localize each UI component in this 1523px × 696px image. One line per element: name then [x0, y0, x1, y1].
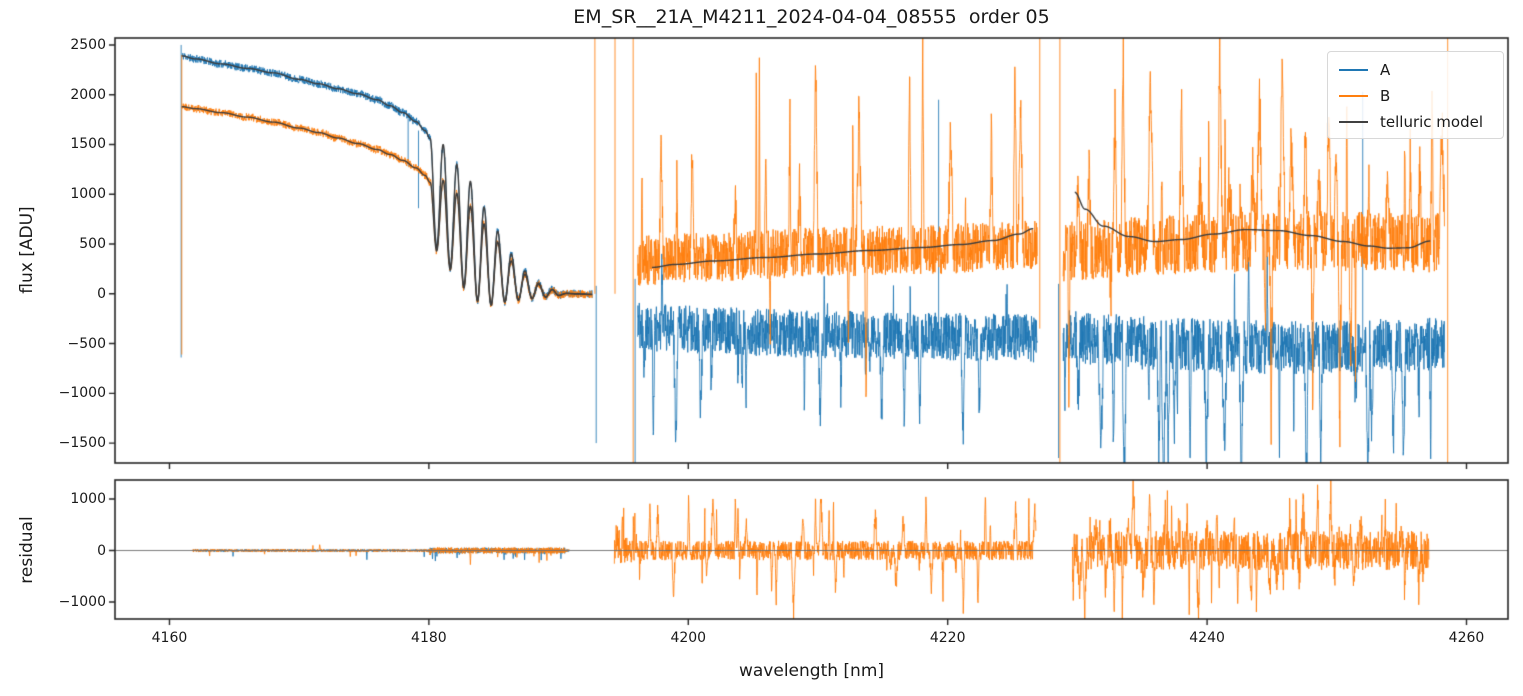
x-axis-label: wavelength [nm]	[738, 661, 885, 681]
y-tick-label: −1500	[58, 435, 106, 452]
x-tick-label: 4260	[1448, 630, 1485, 646]
x-tick-label: 4240	[1189, 630, 1225, 646]
legend-label: B	[1380, 87, 1391, 105]
legend-line-swatch	[1339, 69, 1368, 71]
legend-line-swatch	[1339, 121, 1368, 123]
legend-item-telluric-model: telluric model	[1328, 109, 1503, 135]
y-tick-label: −500	[67, 335, 106, 352]
legend-line-swatch	[1339, 95, 1368, 97]
y-tick-label: 0	[97, 542, 106, 559]
plot-title: EM_SR__21A_M4211_2024-04-04_08555 order …	[573, 6, 1050, 28]
y-tick-label: 2500	[70, 36, 106, 53]
x-tick-label: 4220	[929, 630, 966, 646]
x-tick-label: 4160	[151, 630, 188, 646]
y-tick-label: 1500	[70, 136, 106, 153]
y-tick-label: −1000	[58, 594, 106, 610]
y-tick-label: −1000	[58, 385, 106, 402]
y-tick-label: 0	[97, 285, 106, 302]
legend-item-b: B	[1328, 83, 1503, 109]
y-tick-label: 1000	[70, 186, 106, 203]
legend-label: A	[1380, 61, 1391, 79]
y-tick-label: 2000	[70, 86, 106, 103]
legend-label: telluric model	[1380, 113, 1484, 131]
x-tick-label: 4200	[670, 630, 707, 646]
y-tick-label: 500	[79, 236, 106, 253]
x-tick-label: 4180	[411, 630, 447, 646]
legend-item-a: A	[1328, 57, 1503, 83]
y-tick-label: 1000	[70, 491, 106, 508]
